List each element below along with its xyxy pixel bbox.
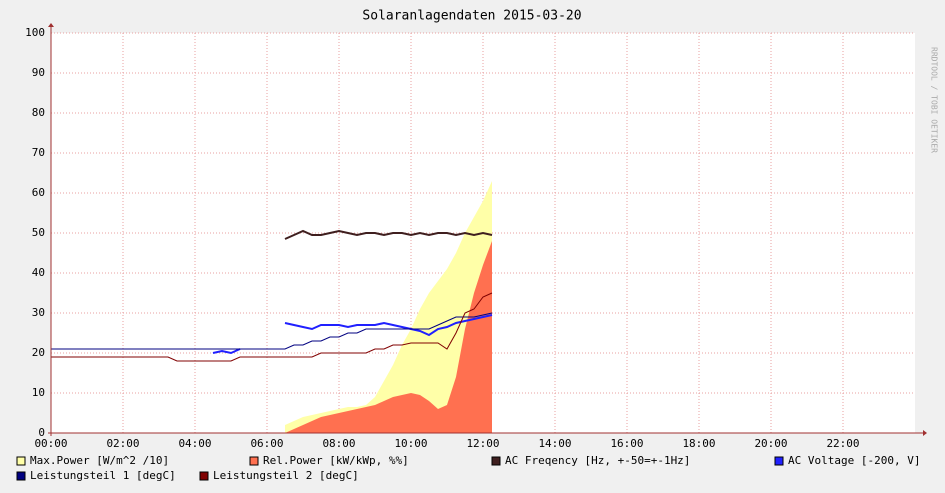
line [284,229,493,240]
x-tick-label: 06:00 [250,437,283,450]
legend-label: Max.Power [W/m^2 /10] [30,454,169,467]
y-tick-label: 100 [25,26,45,39]
y-tick-label: 20 [32,346,45,359]
legend-label: AC Voltage [-200, V] [788,454,920,467]
x-tick-label: 12:00 [466,437,499,450]
legend-label: AC Freqency [Hz, +-50=+-1Hz] [505,454,690,467]
y-tick-label: 90 [32,66,45,79]
legend-swatch [774,456,784,466]
y-tick-label: 0 [38,426,45,439]
legend-swatch [16,471,26,481]
y-tick-label: 40 [32,266,45,279]
y-tick-label: 60 [32,186,45,199]
line [51,312,493,350]
x-tick-label: 18:00 [682,437,715,450]
y-tick-label: 50 [32,226,45,239]
line [51,292,493,362]
watermark: RRDTOOL / TOBI OETIKER [930,47,939,153]
legend-label: Leistungsteil 1 [degC] [30,469,176,482]
line [212,314,493,355]
x-tick-label: 20:00 [754,437,787,450]
legend-swatch [491,456,501,466]
x-tick-label: 10:00 [394,437,427,450]
y-tick-label: 70 [32,146,45,159]
y-tick-label: 80 [32,106,45,119]
x-tick-label: 00:00 [34,437,67,450]
x-axis-arrow [923,430,927,436]
chart-title: Solaranlagendaten 2015-03-20 [362,9,581,24]
x-tick-label: 16:00 [610,437,643,450]
legend-label: Rel.Power [kW/kWp, %%] [263,454,409,467]
legend-swatch [199,471,209,481]
y-axis-arrow [48,23,54,27]
x-tick-label: 22:00 [826,437,859,450]
area [285,181,492,433]
area [285,241,492,433]
x-tick-label: 04:00 [178,437,211,450]
x-tick-label: 14:00 [538,437,571,450]
y-tick-label: 10 [32,386,45,399]
y-tick-label: 30 [32,306,45,319]
legend-swatch [249,456,259,466]
legend-swatch [16,456,26,466]
x-tick-label: 02:00 [106,437,139,450]
x-tick-label: 08:00 [322,437,355,450]
legend-label: Leistungsteil 2 [degC] [213,469,359,482]
